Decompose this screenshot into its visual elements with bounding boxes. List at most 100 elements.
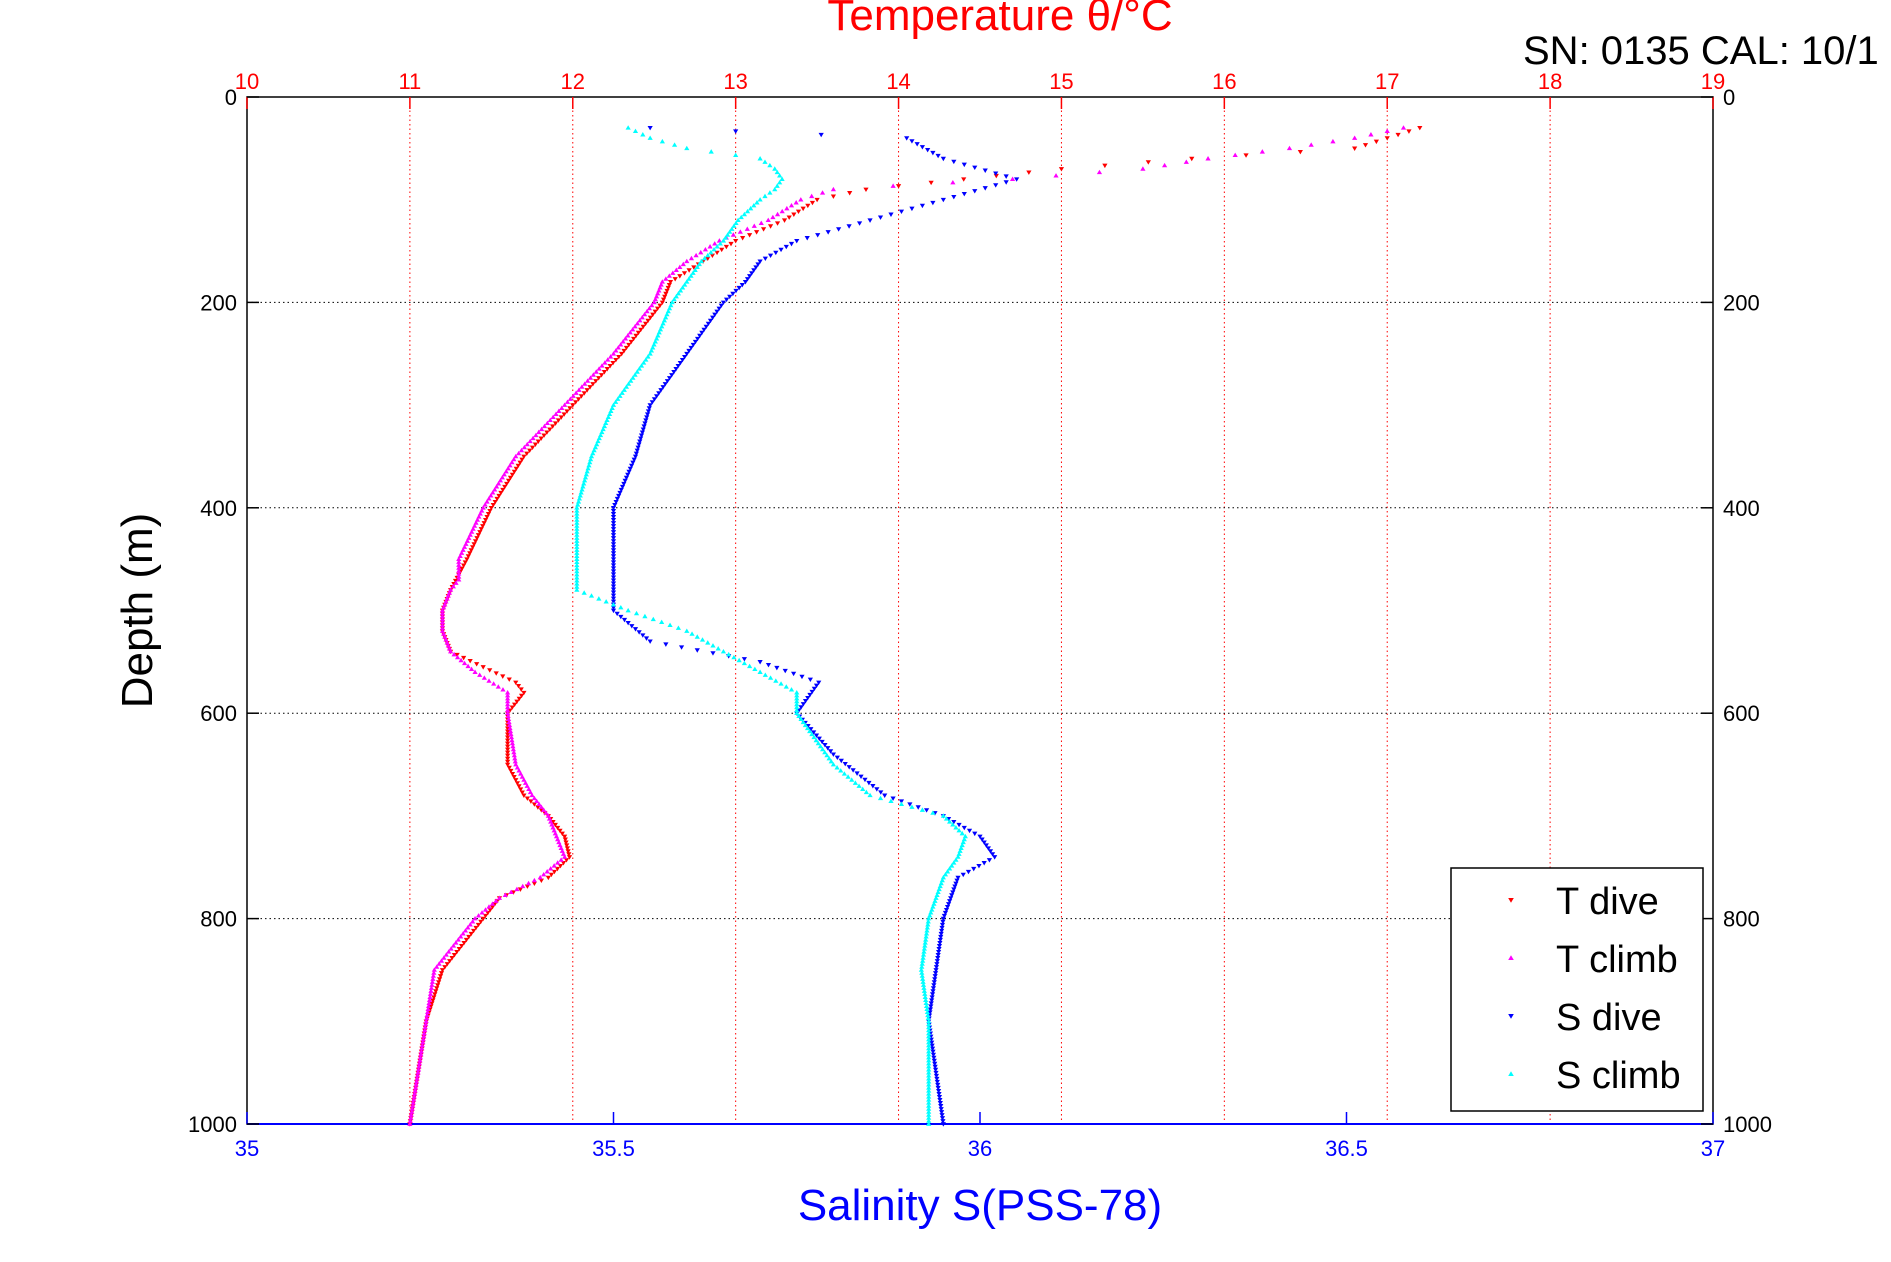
data-point <box>480 524 486 529</box>
data-point <box>408 1115 414 1120</box>
data-point <box>936 1094 943 1100</box>
data-point <box>972 165 978 171</box>
data-point <box>473 925 479 931</box>
data-point <box>924 1006 930 1012</box>
data-point <box>948 896 954 901</box>
data-point <box>961 177 967 182</box>
data-point <box>472 916 478 921</box>
data-point <box>615 396 621 401</box>
data-point <box>547 427 553 432</box>
series-s-climb <box>574 125 968 1126</box>
data-point <box>670 270 676 275</box>
data-point <box>581 391 587 396</box>
depth-axis-left: 0 200 400 600 800 1000 <box>188 85 259 1137</box>
data-point <box>767 162 773 168</box>
data-point <box>716 238 722 243</box>
data-point <box>553 411 559 416</box>
data-point <box>952 884 958 889</box>
data-point <box>630 326 636 332</box>
data-point <box>932 977 938 982</box>
data-point <box>919 203 926 209</box>
data-point <box>575 499 582 504</box>
data-point <box>557 863 564 869</box>
data-point <box>636 442 642 447</box>
data-point <box>414 1076 420 1081</box>
data-point <box>574 517 580 522</box>
data-point <box>662 382 668 387</box>
data-point <box>838 768 844 773</box>
data-point <box>933 965 940 970</box>
data-point <box>586 462 592 468</box>
data-point <box>501 471 507 477</box>
data-point <box>505 707 511 713</box>
data-point <box>934 1079 940 1085</box>
data-point <box>634 369 640 374</box>
data-point <box>505 692 511 698</box>
data-point <box>698 249 704 255</box>
data-point <box>931 901 937 906</box>
data-point <box>448 648 454 654</box>
data-point <box>705 321 711 327</box>
data-point <box>744 226 750 231</box>
data-point <box>619 390 625 395</box>
data-point <box>562 837 568 842</box>
data-point <box>641 424 647 429</box>
data-point <box>950 179 956 185</box>
data-point <box>920 976 926 981</box>
data-point <box>481 521 487 526</box>
data-point <box>642 311 648 317</box>
y-axis-label: Depth (m) <box>113 513 162 709</box>
data-point <box>665 285 671 291</box>
data-point <box>515 463 521 469</box>
data-point <box>643 357 649 362</box>
data-point <box>944 905 951 910</box>
data-point <box>828 758 834 764</box>
data-point <box>673 267 679 272</box>
data-point <box>744 277 751 282</box>
data-point <box>680 285 686 290</box>
data-point <box>564 409 570 414</box>
data-point <box>698 258 705 264</box>
data-point <box>767 253 774 259</box>
data-point <box>813 737 819 743</box>
data-point <box>827 749 834 754</box>
data-point <box>526 786 532 792</box>
data-point <box>498 490 504 496</box>
data-point <box>705 256 711 261</box>
data-point <box>407 1118 413 1123</box>
data-point <box>461 940 467 946</box>
data-point <box>447 959 453 964</box>
data-point <box>456 562 462 567</box>
data-point <box>564 846 571 851</box>
data-point <box>601 370 607 375</box>
data-point <box>751 202 757 208</box>
data-point <box>654 306 661 312</box>
data-point <box>814 197 820 203</box>
data-point <box>637 317 643 323</box>
data-point <box>428 988 434 993</box>
data-point <box>535 439 541 444</box>
data-point <box>992 855 998 860</box>
data-point <box>610 554 617 559</box>
data-point <box>949 863 955 868</box>
data-point <box>733 129 739 134</box>
data-point <box>560 861 567 866</box>
data-point <box>715 646 721 651</box>
depth-tick-label: 400 <box>200 496 237 521</box>
data-point <box>420 1036 426 1042</box>
data-point <box>635 445 641 450</box>
data-point <box>505 716 512 722</box>
data-point <box>492 499 498 505</box>
data-point <box>919 964 925 969</box>
data-point <box>929 995 935 1000</box>
data-point <box>940 919 946 925</box>
data-point <box>682 354 688 360</box>
data-point <box>647 135 653 140</box>
data-point <box>632 323 638 329</box>
data-point <box>626 469 632 475</box>
data-point <box>514 886 520 892</box>
data-point <box>574 532 580 537</box>
data-point <box>485 910 491 916</box>
data-point <box>931 1055 937 1061</box>
data-point <box>441 955 447 960</box>
